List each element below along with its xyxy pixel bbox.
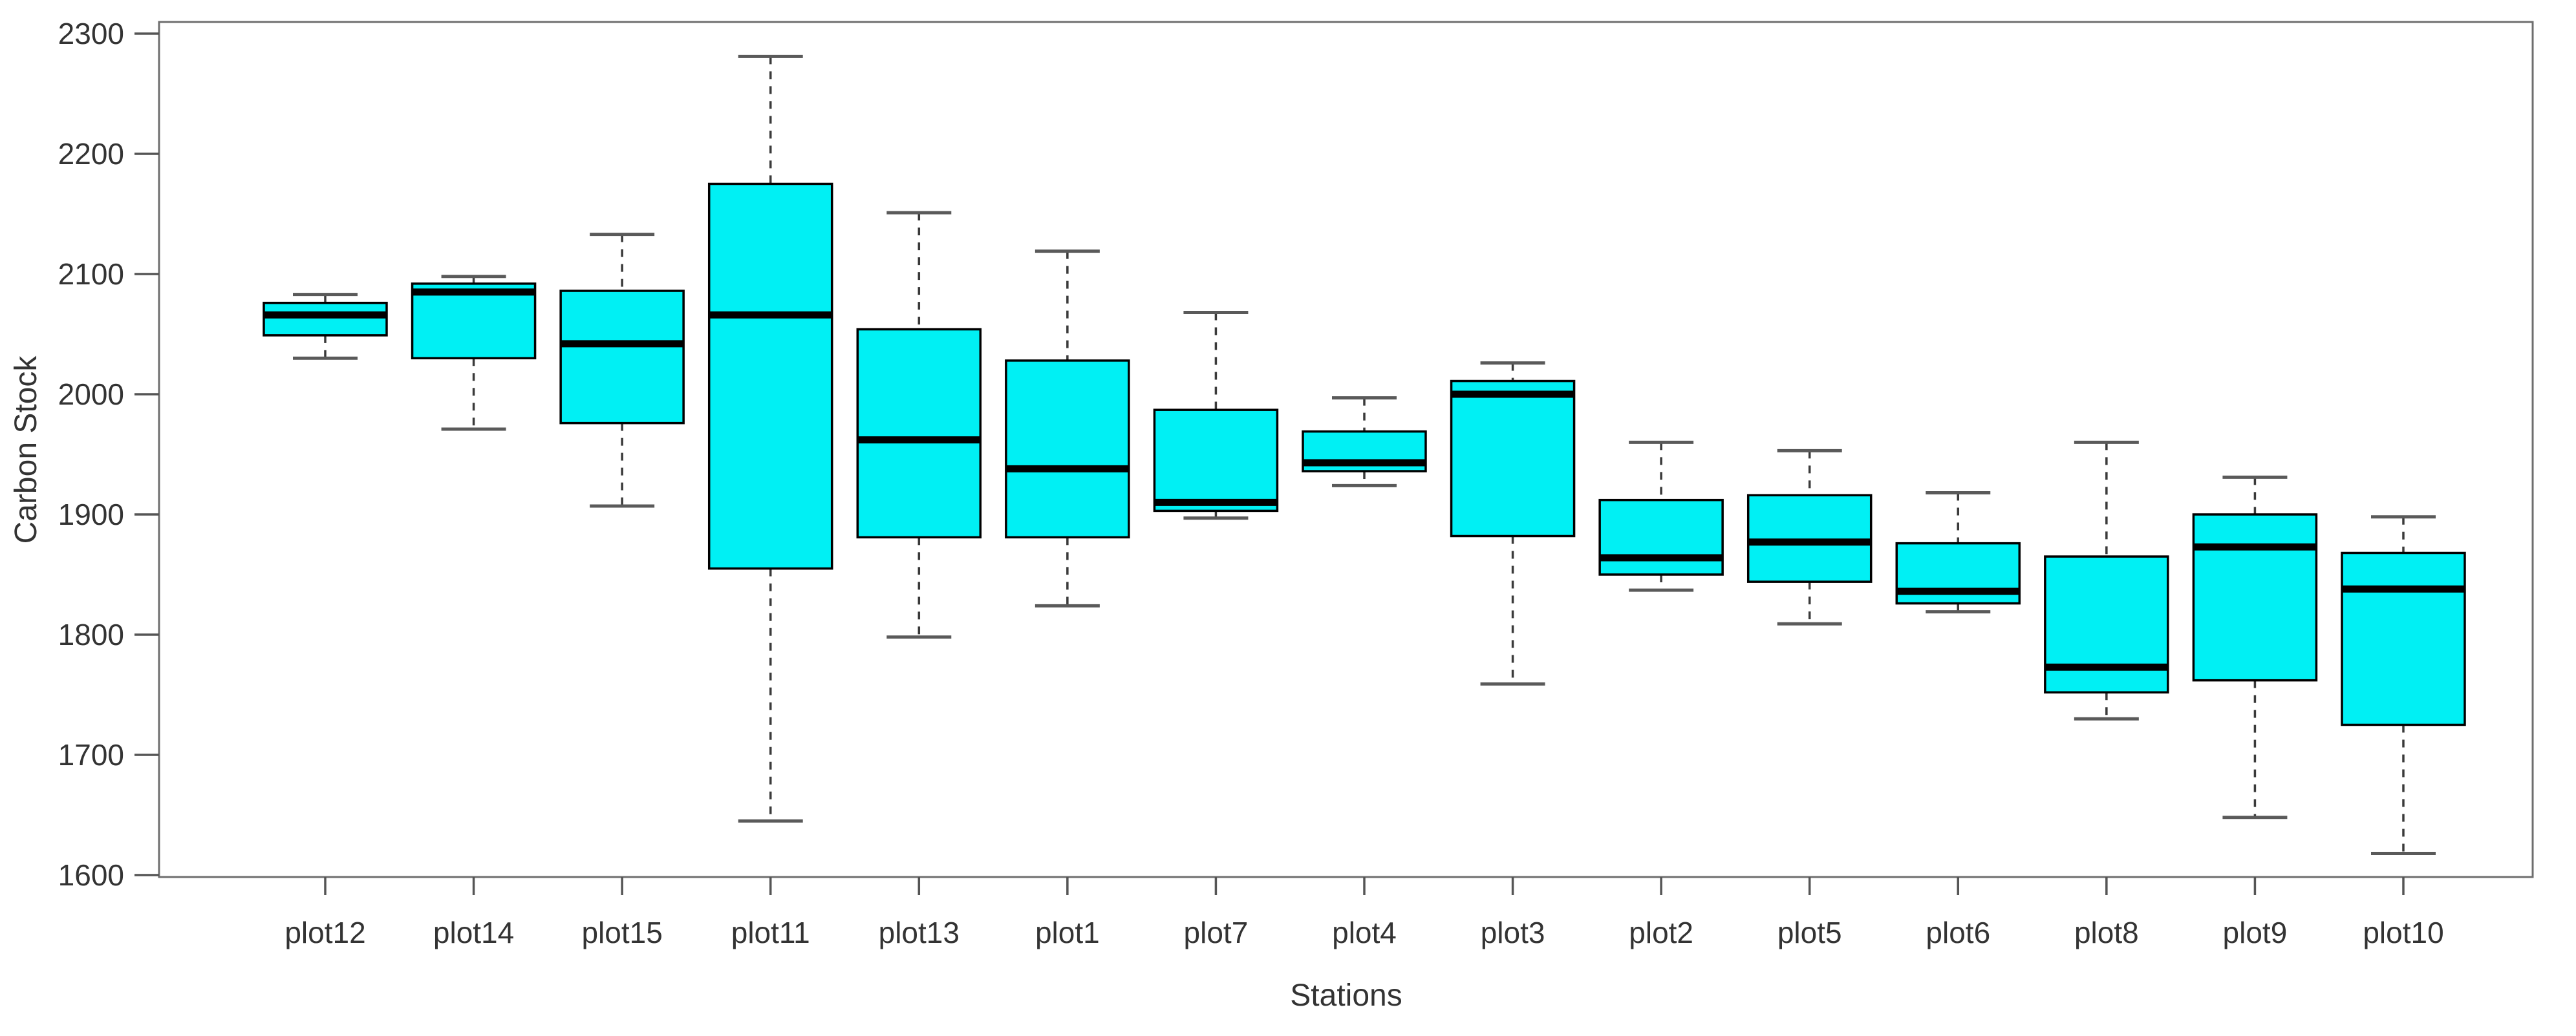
y-tick-label: 2000 [58,377,124,411]
y-tick-label: 1800 [58,618,124,651]
y-tick-label: 2200 [58,137,124,171]
y-tick-label: 1700 [58,738,124,772]
y-tick-label: 1900 [58,498,124,531]
x-tick-label: plot6 [1926,916,1990,949]
y-tick-label: 2100 [58,257,124,291]
x-tick-label: plot15 [581,916,662,949]
x-tick-label: plot2 [1629,916,1693,949]
iqr-box [411,282,537,359]
x-axis-title: Stations [1290,978,1402,1013]
x-tick-label: plot5 [1777,916,1842,949]
iqr-box [2192,513,2318,682]
x-tick-label: plot7 [1184,916,1249,949]
x-tick-label: plot10 [2363,916,2443,949]
iqr-box [1005,359,1130,539]
iqr-box [1598,498,1724,576]
x-tick-label: plot11 [731,916,810,949]
box-plot1 [1005,249,1130,608]
x-tick-label: plot9 [2223,916,2288,949]
box-plot3 [1450,361,1576,686]
box-plot4 [1302,396,1427,487]
y-axis-title: Carbon Stock [9,355,43,544]
iqr-box [1746,494,1873,583]
iqr-box [2044,555,2169,694]
x-tick-label: plot3 [1481,916,1545,949]
iqr-box [856,328,982,539]
box-plot8 [2044,440,2169,721]
iqr-box [263,301,388,337]
plot-frame [158,21,2534,878]
iqr-box [1153,408,1279,513]
box-plot6 [1895,491,2021,614]
x-tick-label: plot13 [879,916,960,949]
box-plot7 [1153,311,1279,520]
x-tick-label: plot4 [1332,916,1397,949]
iqr-box [559,290,685,425]
plot-frame-border [158,21,2534,878]
x-tick-label: plot12 [284,916,365,949]
box-plot10 [2341,515,2466,856]
box-plot9 [2192,475,2318,819]
iqr-box [2341,551,2466,726]
axes: 2300 2200 2100 2000 1900 1800 1700 1600 plot12 pl… [58,17,2444,949]
box-plot15 [559,233,685,508]
box-plot12 [263,293,388,360]
y-tick-label: 1600 [58,858,124,892]
x-tick-label: plot8 [2074,916,2139,949]
box-plot2 [1598,440,1724,592]
y-tick-label: 2300 [58,17,124,50]
iqr-box [1450,379,1576,538]
box-plot13 [856,211,982,639]
iqr-box [707,182,833,570]
x-tick-label: plot1 [1035,916,1100,949]
x-tick-label: plot14 [433,916,514,949]
box-plot5 [1746,449,1873,626]
box-plot11 [707,54,833,823]
box-plot14 [411,275,537,431]
boxes [263,54,2466,856]
